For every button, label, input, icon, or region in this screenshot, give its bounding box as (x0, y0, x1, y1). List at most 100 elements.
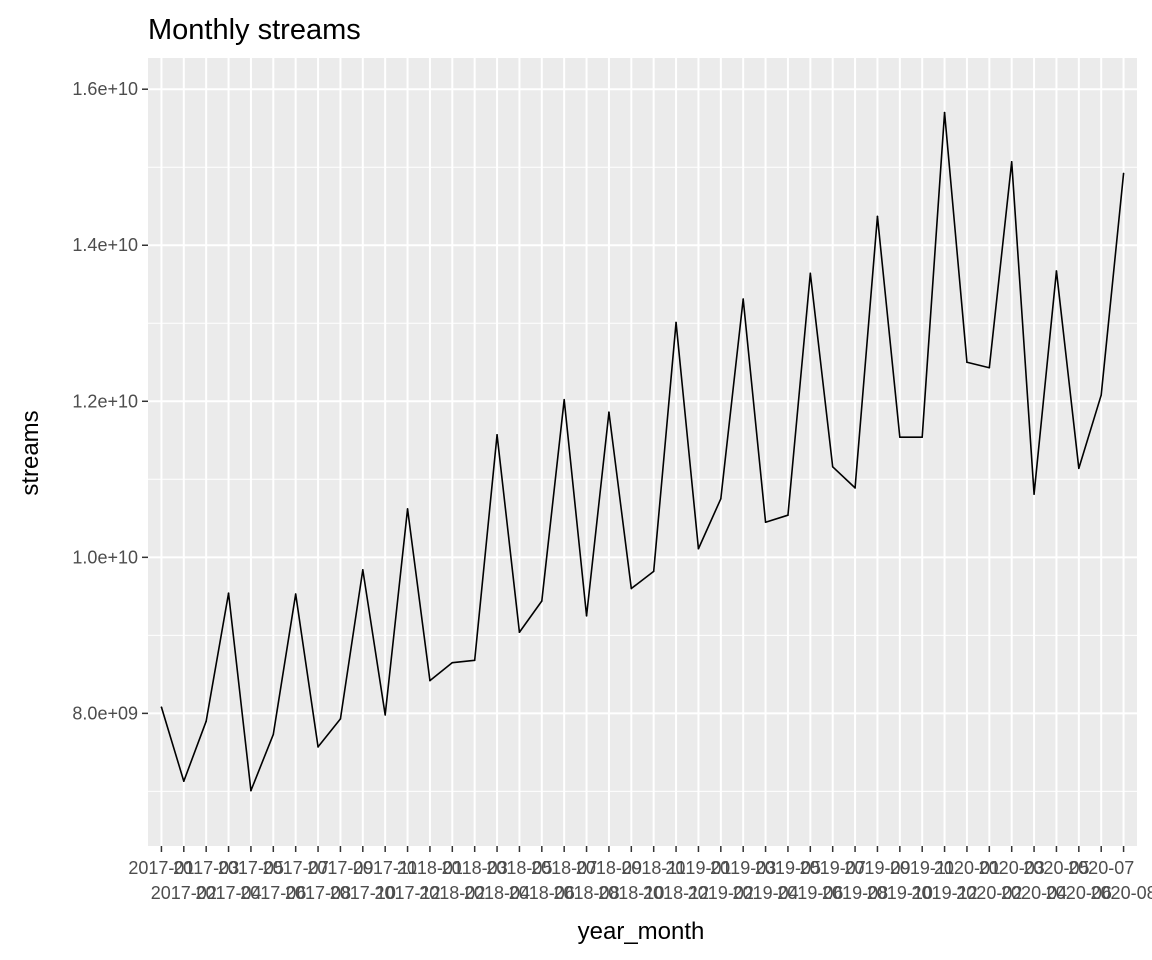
x-tick-label: 2017-07 (263, 858, 329, 878)
data-point (1100, 394, 1102, 396)
x-tick-label: 2020-06 (1046, 883, 1112, 903)
data-point (876, 215, 879, 218)
data-point (720, 498, 722, 500)
x-tick-label: 2018-09 (576, 858, 642, 878)
x-tick-label: 2020-03 (979, 858, 1045, 878)
y-tick-label: 1.2e+10 (72, 391, 138, 411)
data-point (1122, 172, 1125, 175)
data-point (1078, 467, 1080, 470)
x-tick-label: 2017-02 (151, 883, 217, 903)
data-point (764, 521, 767, 524)
x-tick-label: 2019-09 (844, 858, 910, 878)
x-tick-label: 2019-08 (822, 883, 888, 903)
data-point (630, 587, 633, 590)
data-point (809, 272, 812, 275)
data-point (563, 398, 565, 401)
data-point (831, 466, 834, 468)
data-point (943, 111, 946, 114)
data-point (988, 366, 991, 369)
x-tick-label: 2019-11 (890, 858, 955, 878)
x-tick-label: 2017-06 (240, 883, 306, 903)
data-point (966, 361, 968, 364)
x-tick-label: 2018-04 (464, 883, 530, 903)
x-tick-label: 2017-11 (353, 858, 418, 878)
x-tick-label: 2020-05 (1023, 858, 1089, 878)
y-tick-label: 1.0e+10 (72, 547, 138, 567)
data-point (652, 570, 655, 573)
x-tick-label: 2019-03 (710, 858, 776, 878)
x-tick-label: 2019-12 (912, 883, 978, 903)
data-point (272, 733, 275, 736)
chart-title: Monthly streams (148, 14, 361, 46)
data-point (227, 592, 230, 595)
data-point (608, 411, 610, 414)
data-point (585, 615, 588, 617)
x-tick-label: 2018-08 (554, 883, 620, 903)
data-point (317, 746, 319, 748)
data-point (1033, 493, 1035, 495)
data-point (675, 321, 677, 324)
x-axis-title: year_month (578, 918, 705, 945)
data-point (541, 600, 543, 602)
data-point (899, 436, 901, 438)
data-point (1010, 160, 1013, 163)
x-tick-label: 2020-08 (1091, 883, 1152, 903)
x-tick-label: 2018-03 (442, 858, 508, 878)
x-tick-label: 2019-06 (777, 883, 843, 903)
y-axis-title: streams (17, 410, 44, 495)
data-point (473, 659, 476, 662)
y-tick-label: 1.6e+10 (72, 79, 138, 99)
x-tick-label: 2018-12 (643, 883, 709, 903)
y-tick-label: 1.4e+10 (72, 235, 138, 255)
x-tick-label: 2017-01 (128, 858, 194, 878)
x-tick-label: 2018-10 (598, 883, 664, 903)
x-tick-label: 2019-04 (733, 883, 799, 903)
data-point (183, 780, 185, 783)
x-tick-label: 2019-01 (665, 858, 731, 878)
x-tick-label: 2020-02 (956, 883, 1022, 903)
x-tick-label: 2019-07 (800, 858, 866, 878)
data-point (294, 593, 297, 595)
y-tick-label: 8.0e+09 (72, 703, 138, 723)
x-tick-label: 2017-08 (285, 883, 351, 903)
x-tick-label: 2017-03 (173, 858, 239, 878)
data-point (496, 434, 498, 436)
x-tick-label: 2017-04 (196, 883, 262, 903)
x-tick-label: 2018-11 (621, 858, 686, 878)
data-point (854, 487, 856, 489)
data-point (429, 679, 431, 682)
data-point (406, 508, 409, 510)
series-line (160, 111, 1125, 792)
data-point (921, 436, 923, 438)
x-tick-label: 2019-05 (755, 858, 821, 878)
x-tick-label: 2019-10 (867, 883, 933, 903)
x-tick-label: 2018-02 (419, 883, 485, 903)
data-point (697, 547, 700, 550)
data-point (742, 298, 744, 300)
y-axis: 8.0e+09 1.0e+10 1.2e+10 1.4e+10 1.6e+10 (72, 79, 148, 723)
data-point (339, 718, 342, 720)
data-point (362, 569, 364, 571)
major-gridlines (148, 58, 1137, 846)
data-point (250, 789, 252, 792)
x-axis: 2017-012017-022017-032017-042017-052017-… (128, 846, 1152, 903)
data-point (160, 706, 163, 708)
x-tick-label: 2017-05 (218, 858, 284, 878)
x-tick-label: 2018-05 (486, 858, 552, 878)
data-point (787, 514, 789, 516)
x-tick-label: 2017-10 (330, 883, 396, 903)
minor-gridlines (148, 166, 1137, 792)
data-point (205, 720, 207, 722)
data-point (384, 714, 386, 716)
x-tick-label: 2018-06 (509, 883, 575, 903)
x-tick-label: 2020-01 (934, 858, 1000, 878)
x-tick-label: 2020-07 (1068, 858, 1134, 878)
data-point (518, 631, 521, 634)
x-tick-label: 2018-01 (397, 858, 463, 878)
series-layer (160, 111, 1125, 792)
data-point (1055, 270, 1058, 272)
x-tick-label: 2017-12 (375, 883, 441, 903)
x-tick-label: 2020-04 (1001, 883, 1067, 903)
